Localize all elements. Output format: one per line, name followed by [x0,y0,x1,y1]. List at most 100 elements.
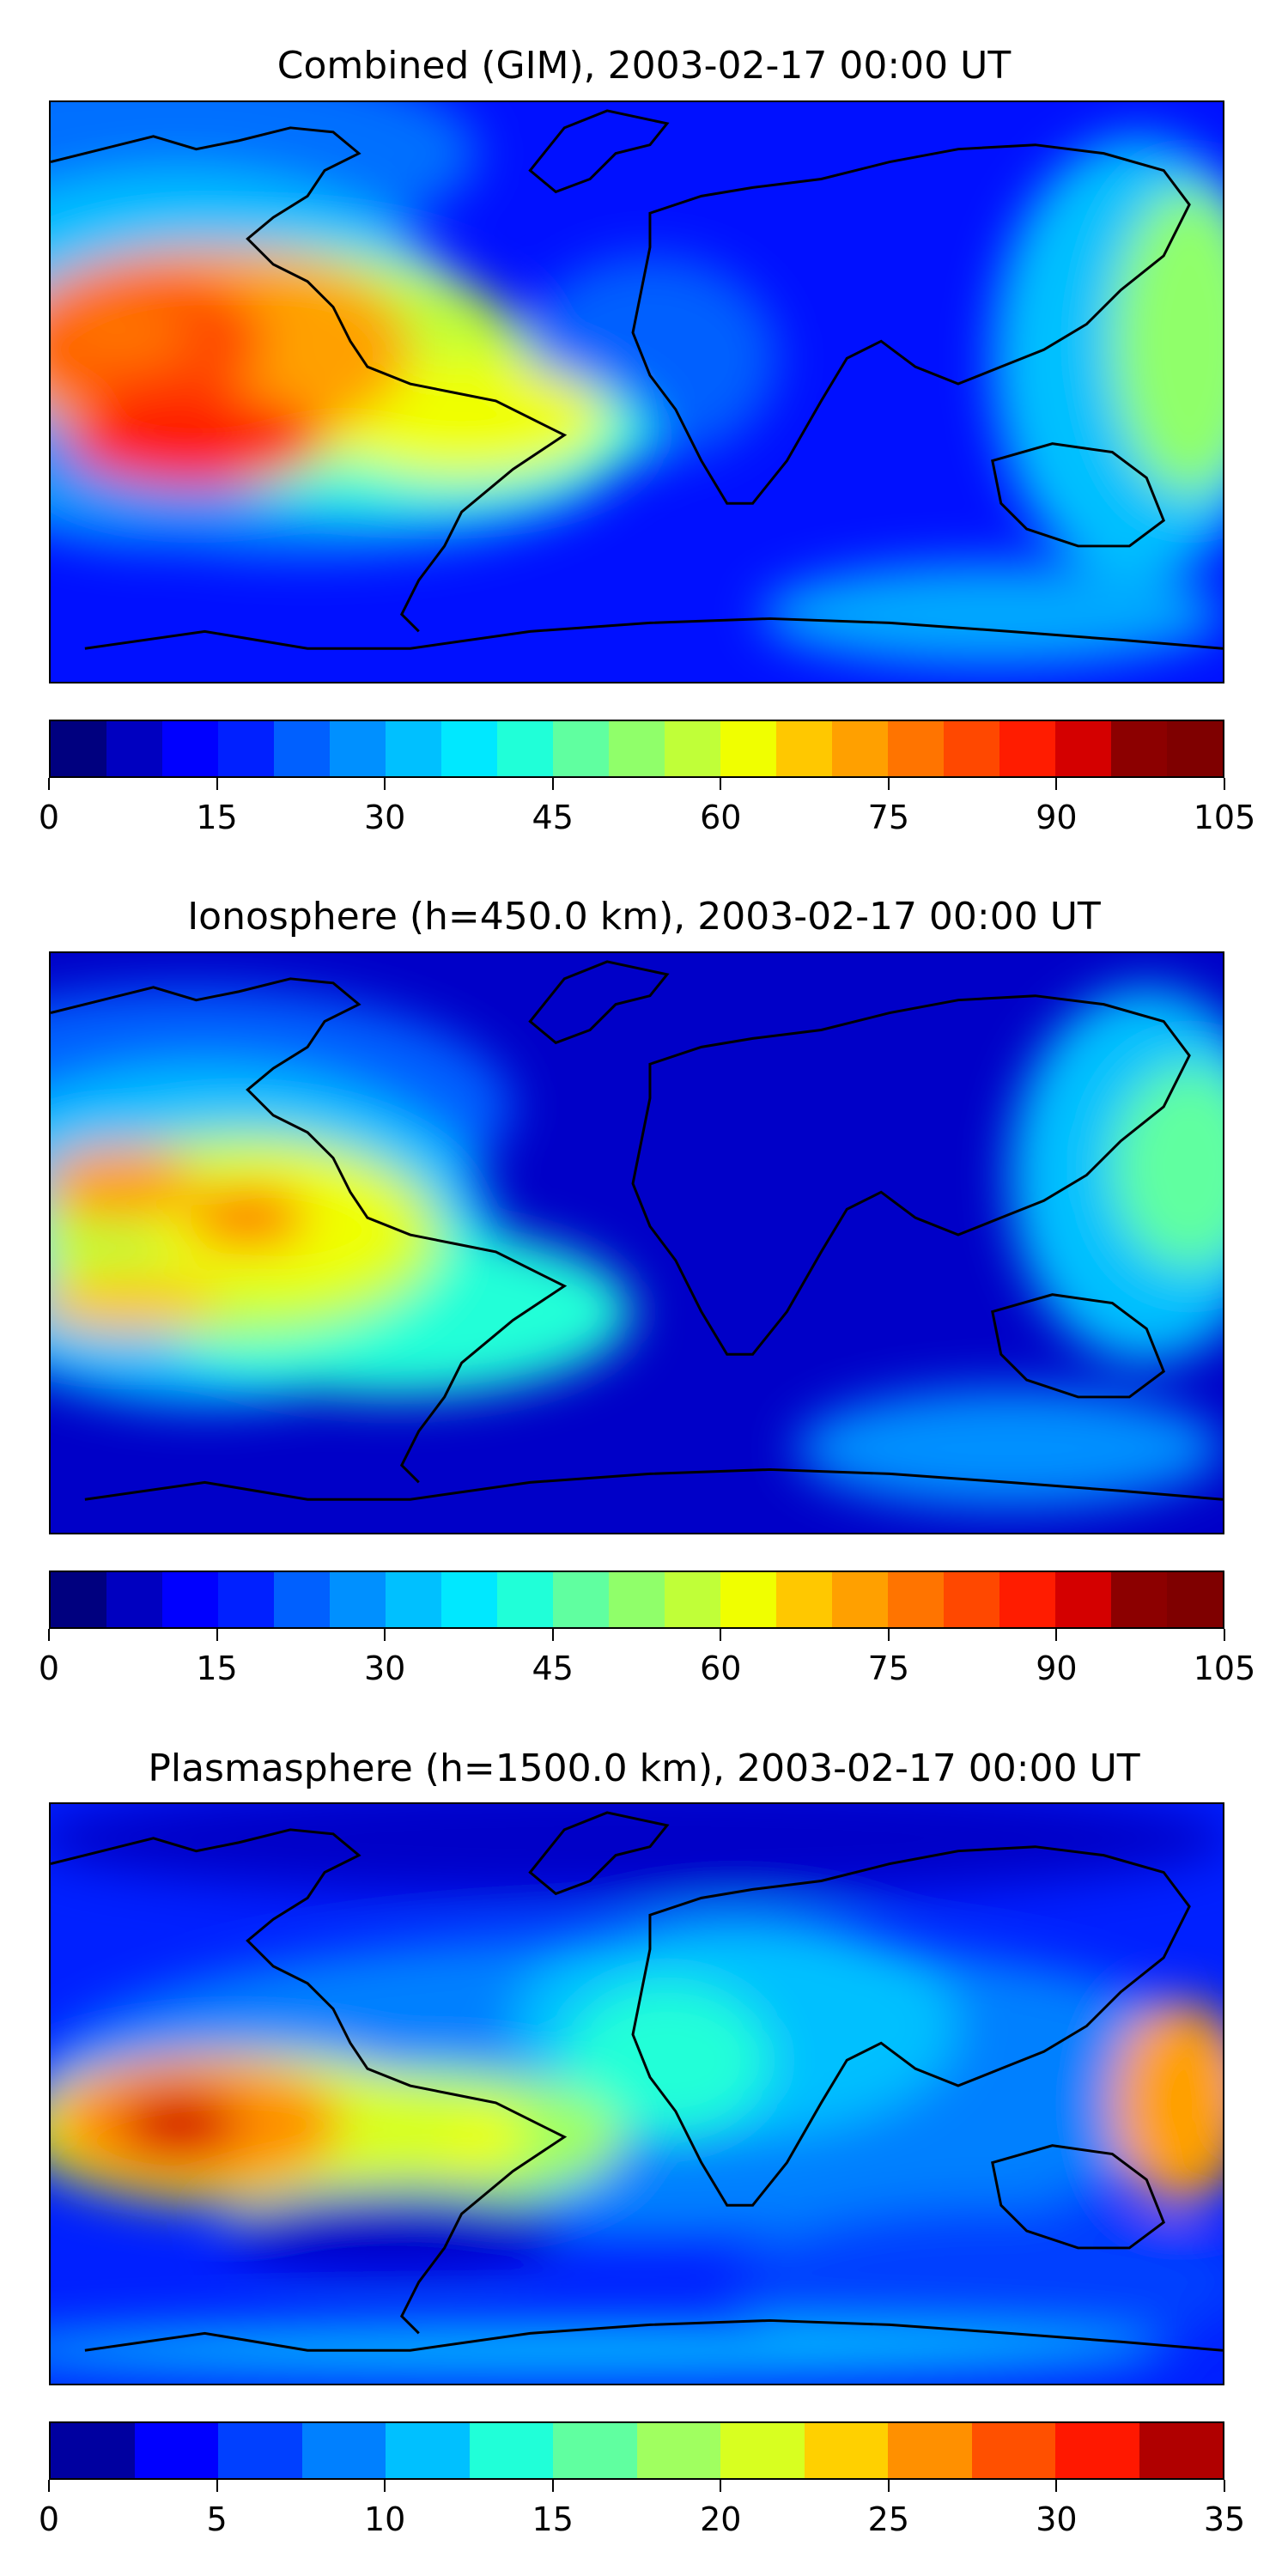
colorbar-segment [944,1572,999,1627]
colorbar-segment [301,2423,386,2478]
colorbar-segment [386,2423,470,2478]
colorbar-tick-mark [48,778,50,790]
colorbar-segment [1055,1572,1111,1627]
colorbar-segment [497,721,553,776]
colorbar-segment [162,721,218,776]
colorbar-segment [665,721,720,776]
colorbar-tick-label: 30 [363,1649,406,1687]
colorbar-ticks-plasmasphere: 0 5 10 15 20 25 30 35 [0,2480,1288,2538]
colorbar-segment [1111,1572,1167,1627]
colorbar-tick-label: 45 [532,1649,574,1687]
colorbar-tick-mark [720,2480,722,2492]
colorbar-segment [1055,2423,1139,2478]
colorbar-tick-mark [887,2480,890,2492]
colorbar-tick-label: 90 [1036,799,1078,836]
colorbar-segment [162,1572,218,1627]
colorbar-tick-label: 5 [206,2500,228,2538]
colorbar-tick-mark [216,778,218,790]
map-combined [49,100,1224,683]
map-ionosphere [49,951,1224,1534]
colorbar-tick-label: 30 [363,799,406,836]
colorbar-segment [218,721,274,776]
colorbar-segment [553,2423,637,2478]
panel-title-combined: Combined (GIM), 2003-02-17 00:00 UT [276,44,1012,88]
colorbar-tick-mark [384,1629,386,1641]
colorbar-tick-mark [1224,778,1225,790]
panel-title-ionosphere: Ionosphere (h=450.0 km), 2003-02-17 00:0… [187,895,1101,939]
colorbar-tick-mark [1055,2480,1058,2492]
colorbar-tick-mark [1055,1629,1058,1641]
colorbar-tick-label: 20 [700,2500,742,2538]
colorbar-segment [971,2423,1055,2478]
colorbar-segment [386,1572,441,1627]
colorbar-tick-mark [216,1629,218,1641]
colorbar-tick-label: 60 [700,1649,742,1687]
colorbar-segment [386,721,441,776]
colorbar-segment [720,1572,776,1627]
colorbar-segment [804,2423,888,2478]
colorbar-segment [720,2423,805,2478]
colorbar-tick-label: 105 [1193,1649,1256,1687]
colorbar-tick-mark [1055,778,1058,790]
colorbar-segment [999,1572,1055,1627]
colorbar-segment [776,1572,832,1627]
colorbar-tick-label: 30 [1036,2500,1078,2538]
colorbar-tick-label: 105 [1193,799,1256,836]
colorbar-segment [51,1572,106,1627]
colorbar-tick-label: 0 [38,1649,60,1687]
colorbar-tick-label: 15 [196,1649,238,1687]
colorbar-segment [1167,721,1223,776]
colorbar-segment [330,721,386,776]
colorbar-tick-mark [887,1629,890,1641]
colorbar-segment [999,721,1055,776]
colorbar-ionosphere [49,1571,1224,1629]
colorbar-segment [636,2423,720,2478]
colorbar-tick-mark [720,778,722,790]
colorbar-tick-label: 75 [867,799,910,836]
colorbar-plasmasphere [49,2421,1224,2480]
colorbar-tick-label: 90 [1036,1649,1078,1687]
colorbar-segment [218,2423,302,2478]
colorbar-segment [469,2423,553,2478]
colorbar-segment [441,721,497,776]
colorbar-tick-mark [1224,2480,1225,2492]
colorbar-tick-label: 45 [532,799,574,836]
colorbar-segment [665,1572,720,1627]
colorbar-segment [553,1572,609,1627]
colorbar-combined [49,720,1224,778]
colorbar-tick-mark [551,1629,554,1641]
colorbar-tick-label: 35 [1203,2500,1246,2538]
colorbar-tick-mark [384,778,386,790]
colorbar-tick-mark [551,778,554,790]
colorbar-tick-label: 0 [38,2500,60,2538]
colorbar-tick-label: 0 [38,799,60,836]
colorbar-tick-mark [48,1629,50,1641]
colorbar-tick-label: 15 [196,799,238,836]
colorbar-ticks-combined: 0 15 30 45 60 75 90 105 [0,778,1288,836]
colorbar-segment [832,721,888,776]
colorbar-segment [944,721,999,776]
colorbar-tick-mark [720,1629,722,1641]
colorbar-tick-label: 25 [867,2500,910,2538]
colorbar-tick-mark [216,2480,218,2492]
colorbar-segment [106,1572,162,1627]
colorbar-segment [106,721,162,776]
colorbar-segment [888,1572,944,1627]
colorbar-segment [497,1572,553,1627]
colorbar-segment [1139,2423,1223,2478]
map-plasmasphere [49,1802,1224,2385]
colorbar-tick-label: 10 [363,2500,406,2538]
colorbar-segment [1055,721,1111,776]
colorbar-tick-mark [48,2480,50,2492]
colorbar-segment [1111,721,1167,776]
colorbar-segment [51,2423,135,2478]
coastlines [51,960,1223,1501]
colorbar-segment [274,1572,330,1627]
colorbar-segment [553,721,609,776]
coastlines [51,1811,1223,2352]
colorbar-segment [330,1572,386,1627]
colorbar-segment [720,721,776,776]
colorbar-segment [134,2423,218,2478]
panel-title-plasmasphere: Plasmasphere (h=1500.0 km), 2003-02-17 0… [148,1747,1140,1790]
colorbar-tick-mark [551,2480,554,2492]
